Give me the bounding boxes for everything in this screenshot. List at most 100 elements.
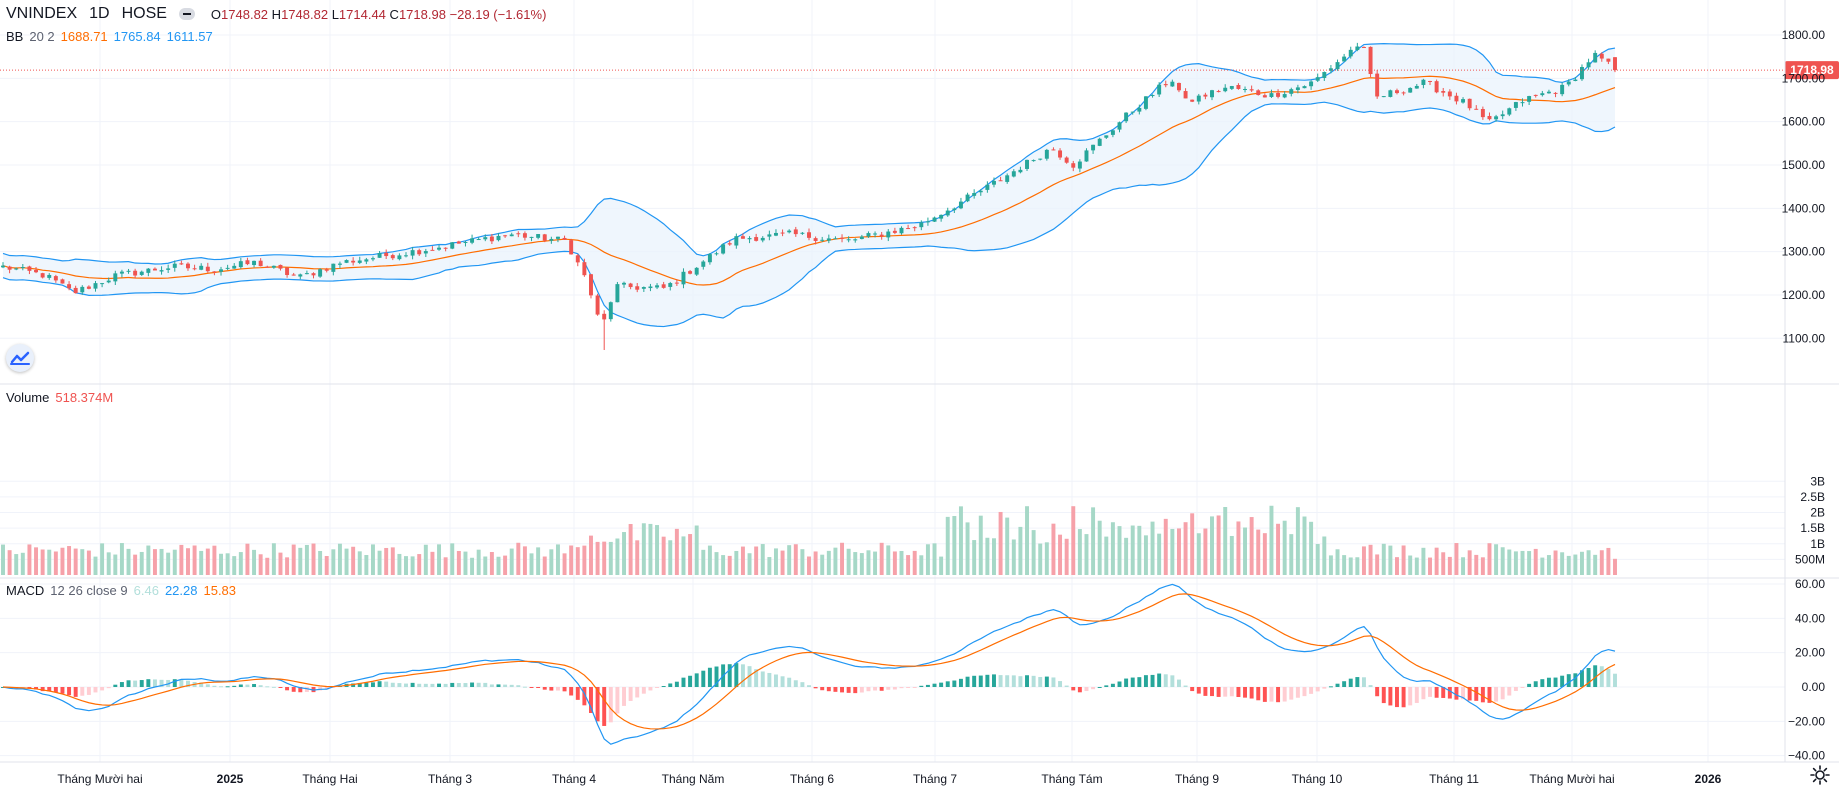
macd-legend[interactable]: MACD 12 26 close 9 6.46 22.28 15.83 xyxy=(6,583,236,598)
macd-histogram-bar xyxy=(152,679,157,687)
candle-body xyxy=(496,235,501,241)
candle-body xyxy=(1084,150,1089,162)
ohlc-values: O1748.82 H1748.82 L1714.44 C1718.98 −28.… xyxy=(211,7,547,22)
volume-bar xyxy=(119,543,124,575)
macd-histogram-bar xyxy=(1573,673,1578,687)
candle-body xyxy=(205,266,210,272)
macd-histogram-bar xyxy=(470,682,475,687)
symbol-name[interactable]: VNINDEX xyxy=(6,5,78,22)
volume-bar xyxy=(199,550,204,575)
macd-histogram-bar xyxy=(615,687,620,714)
macd-histogram-bar xyxy=(1480,687,1485,703)
candle-body xyxy=(859,236,864,240)
volume-bar xyxy=(476,549,481,575)
candle-body xyxy=(912,227,917,229)
candle-body xyxy=(1606,58,1611,62)
volume-bar xyxy=(582,545,587,575)
macd-histogram-bar xyxy=(562,687,567,692)
candle-body xyxy=(1573,79,1578,82)
macd-histogram-bar xyxy=(73,687,78,697)
macd-histogram-bar xyxy=(555,687,560,691)
candle-body xyxy=(166,268,171,270)
bb-legend[interactable]: BB 20 2 1688.71 1765.84 1611.57 xyxy=(6,29,213,44)
macd-tick-label: 60.00 xyxy=(1795,577,1825,591)
candle-body xyxy=(27,266,32,271)
candle-body xyxy=(681,271,686,285)
bb-name: BB xyxy=(6,29,24,44)
candle-body xyxy=(1,265,5,268)
candle-body xyxy=(787,230,792,233)
low-label: L xyxy=(331,6,339,22)
macd-histogram-bar xyxy=(1507,687,1512,696)
macd-histogram-bar xyxy=(1441,687,1446,698)
candle-body xyxy=(53,276,58,281)
macd-histogram-bar xyxy=(93,687,98,693)
volume-bar xyxy=(73,548,78,575)
volume-bar xyxy=(734,550,739,575)
volume-bar xyxy=(1249,517,1254,575)
volume-bar xyxy=(172,549,177,575)
macd-histogram-bar xyxy=(978,675,983,687)
symbol-interval[interactable]: 1D xyxy=(89,5,110,22)
candle-body xyxy=(529,236,534,238)
macd-histogram-bar xyxy=(1613,673,1617,687)
candle-body xyxy=(1494,116,1499,120)
macd-histogram-bar xyxy=(1335,683,1340,687)
open-label: O xyxy=(210,6,222,22)
candle-body xyxy=(450,242,455,249)
time-tick-label: Tháng Mười hai xyxy=(1529,772,1614,786)
symbol-exchange: HOSE xyxy=(121,5,167,22)
macd-histogram-bar xyxy=(172,679,177,687)
bb-basis-value: 1688.71 xyxy=(60,29,108,44)
gear-icon[interactable] xyxy=(1809,764,1831,786)
volume-bar xyxy=(1527,551,1532,575)
volume-bar xyxy=(1361,546,1366,575)
candle-body xyxy=(199,265,204,270)
candle-body xyxy=(1157,84,1162,95)
last-price-label: 1718.98 xyxy=(1790,63,1834,77)
candle-body xyxy=(1276,92,1281,97)
volume-bar xyxy=(139,551,144,575)
macd-line-value: 22.28 xyxy=(164,583,198,598)
macd-histogram-bar xyxy=(602,687,607,726)
price-tick-label: 1300.00 xyxy=(1782,245,1826,259)
macd-histogram-bar xyxy=(1560,675,1565,687)
candle-body xyxy=(1560,84,1565,95)
volume-bar xyxy=(291,544,296,575)
bb-band-fill xyxy=(3,43,1615,327)
volume-bar xyxy=(1414,557,1419,575)
time-tick-label: Tháng Hai xyxy=(302,772,357,786)
macd-histogram-bar xyxy=(998,675,1003,687)
macd-histogram-bar xyxy=(357,682,362,687)
candle-body xyxy=(337,263,342,265)
macd-histogram-bar xyxy=(1091,687,1096,690)
macd-histogram-bar xyxy=(1579,670,1584,687)
candle-body xyxy=(536,234,541,238)
candle-body xyxy=(238,261,243,268)
volume-bar xyxy=(773,548,778,575)
volume-bar xyxy=(225,553,230,575)
macd-histogram-bar xyxy=(1447,687,1452,699)
volume-bar xyxy=(595,541,600,575)
collapse-legend-icon[interactable] xyxy=(178,8,195,20)
candle-body xyxy=(271,265,276,268)
candle-body xyxy=(40,273,45,278)
macd-signal-value: 15.83 xyxy=(203,583,237,598)
last-price-badge xyxy=(1785,61,1839,80)
macd-histogram-bar xyxy=(1143,675,1148,687)
volume-bar xyxy=(793,544,798,575)
volume-legend[interactable]: Volume 518.374M xyxy=(6,390,113,405)
volume-bar xyxy=(271,543,276,575)
volume-bar xyxy=(1375,554,1380,575)
volume-bar xyxy=(562,553,567,575)
candle-body xyxy=(1282,94,1287,98)
macd-histogram-bar xyxy=(271,686,276,688)
candle-body xyxy=(1579,67,1584,80)
volume-bar xyxy=(232,556,237,575)
tradingview-logo-icon[interactable] xyxy=(6,344,34,372)
candle-body xyxy=(397,255,402,260)
candle-body xyxy=(615,284,620,303)
macd-histogram-bar xyxy=(1348,678,1353,687)
